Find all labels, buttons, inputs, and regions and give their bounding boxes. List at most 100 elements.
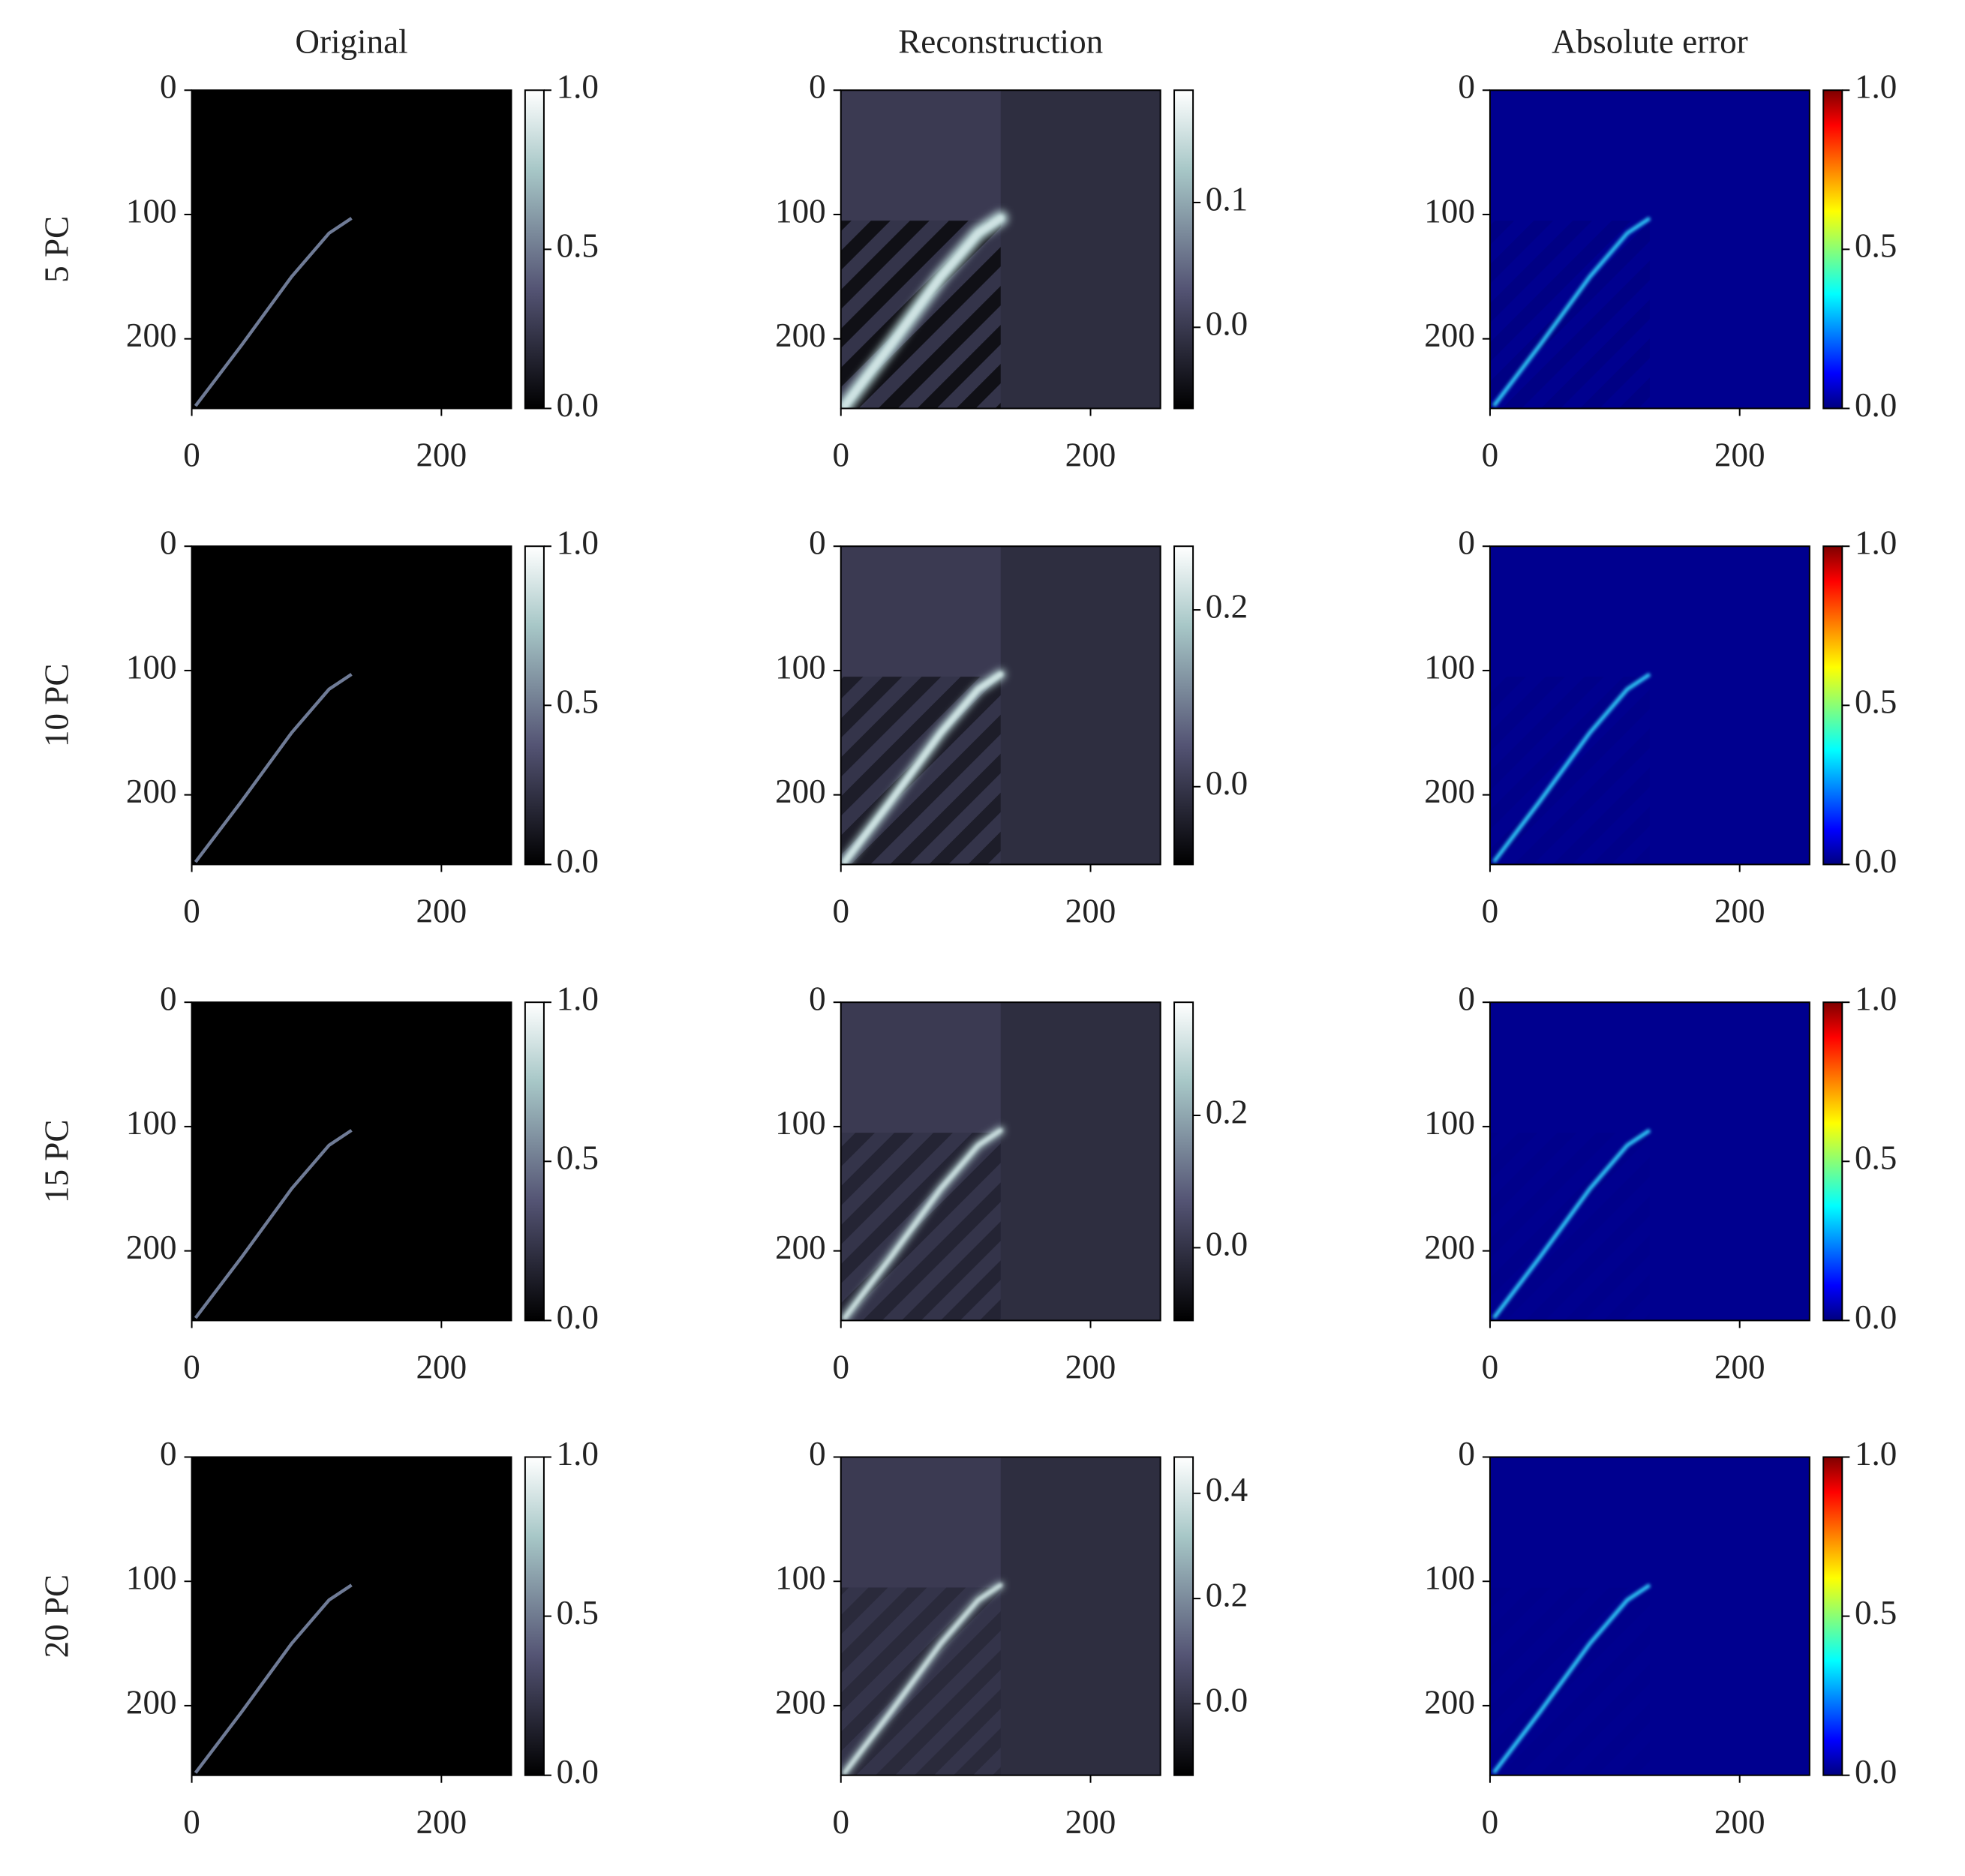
y-tick-label: 100 — [126, 648, 177, 686]
row-label: 15 PC — [38, 1120, 76, 1203]
error-curve — [1492, 216, 1651, 407]
colorbar-tick-label: 0.5 — [557, 1139, 599, 1177]
colorbar-tick-label: 0.0 — [1206, 1226, 1248, 1263]
y-tick-label: 100 — [775, 1559, 826, 1597]
colorbar — [524, 1001, 545, 1322]
axes-frame — [1489, 89, 1810, 410]
original-curve — [194, 1583, 353, 1774]
colorbar — [1173, 1456, 1194, 1776]
colorbar — [1822, 545, 1843, 866]
colorbar-tick-label: 0.0 — [1855, 1753, 1897, 1790]
y-tick-label: 0 — [1458, 980, 1475, 1018]
column-title: Absolute error — [1552, 23, 1748, 60]
colorbar — [1822, 1001, 1843, 1322]
image — [191, 546, 512, 865]
x-tick-label: 200 — [1714, 437, 1765, 474]
x-tick-label: 200 — [1714, 1803, 1765, 1841]
error-curve — [1492, 672, 1651, 863]
panel: 0 200 0 100 200 0.0 0.5 1.0 Original 5 PC — [38, 23, 599, 473]
panel: 0 200 0 100 200 0.0 0.5 1.0 — [1424, 980, 1897, 1386]
axes-frame — [840, 1456, 1161, 1776]
y-tick-label: 0 — [809, 1435, 826, 1472]
colorbar-tick-label: 1.0 — [1855, 1435, 1897, 1472]
y-tick-label: 200 — [126, 1229, 177, 1266]
colorbar-tick-label: 0.2 — [1206, 1576, 1248, 1613]
x-tick-label: 0 — [1482, 893, 1499, 930]
row-label: 20 PC — [38, 1574, 76, 1658]
colorbar-tick-label: 0.5 — [1855, 1139, 1897, 1177]
image-background — [191, 546, 512, 865]
original-curve — [194, 1129, 353, 1319]
x-tick-label: 200 — [416, 893, 467, 930]
x-tick-label: 0 — [183, 1803, 200, 1841]
axes-frame — [1489, 545, 1810, 866]
colorbar-tick-label: 0.0 — [1206, 1682, 1248, 1719]
panel: 0 200 0 100 200 0.0 0.5 1.0 — [1424, 1435, 1897, 1841]
x-tick-label: 200 — [416, 437, 467, 474]
x-tick-label: 0 — [183, 437, 200, 474]
panel: 0 200 0 100 200 0.0 0.5 1.0 20 PC — [38, 1435, 599, 1841]
colorbar-tick-label: 0.0 — [557, 1753, 599, 1790]
colorbar-tick-label: 0.2 — [1206, 587, 1248, 625]
colorbar-tick-label: 0.0 — [1855, 1298, 1897, 1336]
colorbar — [524, 89, 545, 410]
colorbar-tick-label: 1.0 — [1855, 524, 1897, 562]
row-label: 10 PC — [38, 664, 76, 748]
image — [1489, 1457, 1810, 1775]
axes-frame — [840, 545, 1161, 866]
colorbar-tick-label: 0.0 — [557, 1298, 599, 1336]
image — [840, 1457, 1161, 1775]
upper-block — [840, 90, 1001, 221]
y-tick-label: 0 — [160, 524, 177, 562]
y-tick-label: 0 — [160, 68, 177, 106]
axes-frame — [191, 89, 512, 410]
image-background — [191, 1002, 512, 1321]
x-tick-label: 200 — [1065, 1349, 1116, 1386]
x-tick-label: 0 — [832, 893, 849, 930]
colorbar — [1173, 89, 1194, 410]
y-tick-label: 100 — [126, 1559, 177, 1597]
colorbar-tick-label: 0.1 — [1206, 180, 1248, 218]
x-tick-label: 0 — [832, 1349, 849, 1386]
x-tick-label: 0 — [832, 1803, 849, 1841]
colorbar-tick-label: 1.0 — [557, 524, 599, 562]
x-tick-label: 0 — [1482, 1803, 1499, 1841]
column-title: Original — [295, 23, 407, 60]
axes-frame — [191, 1456, 512, 1776]
axes-frame — [1489, 1456, 1810, 1776]
x-tick-label: 0 — [1482, 437, 1499, 474]
panel: 0 200 0 100 200 0.0 0.5 1.0 Absolute error — [1424, 23, 1897, 473]
image-background — [191, 1457, 512, 1775]
y-tick-label: 0 — [160, 1435, 177, 1472]
colorbar-tick-label: 0.5 — [1855, 683, 1897, 721]
y-tick-label: 100 — [775, 1104, 826, 1142]
image — [1489, 90, 1810, 409]
image-background — [1489, 1457, 1810, 1775]
colorbar — [524, 545, 545, 866]
axes-frame — [191, 1001, 512, 1322]
panel: 0 200 0 100 200 0.0 0.2 0.4 — [775, 1435, 1248, 1841]
y-tick-label: 200 — [775, 1229, 826, 1266]
panel: 0 200 0 100 200 0.0 0.2 — [775, 980, 1248, 1386]
error-curve — [1492, 1583, 1651, 1774]
y-tick-label: 200 — [1424, 1229, 1475, 1266]
colorbar-tick-label: 0.0 — [557, 842, 599, 880]
colorbar-tick-label: 0.2 — [1206, 1093, 1248, 1130]
panel: 0 200 0 100 200 0.0 0.5 1.0 15 PC — [38, 980, 599, 1386]
colorbar-tick-label: 0.0 — [1206, 764, 1248, 802]
image — [1489, 1002, 1810, 1321]
colorbar-tick-label: 0.5 — [557, 1594, 599, 1631]
image — [1489, 546, 1810, 865]
y-tick-label: 100 — [1424, 192, 1475, 230]
panel: 0 200 0 100 200 0.0 0.5 1.0 10 PC — [38, 524, 599, 930]
image — [191, 1457, 512, 1775]
original-curve — [194, 673, 353, 863]
colorbar-tick-label: 0.5 — [557, 683, 599, 721]
x-tick-label: 200 — [416, 1803, 467, 1841]
reconstructed-core — [843, 1583, 1003, 1775]
y-tick-label: 200 — [126, 773, 177, 810]
colorbar-tick-label: 0.5 — [557, 227, 599, 265]
axes-frame — [840, 89, 1161, 410]
